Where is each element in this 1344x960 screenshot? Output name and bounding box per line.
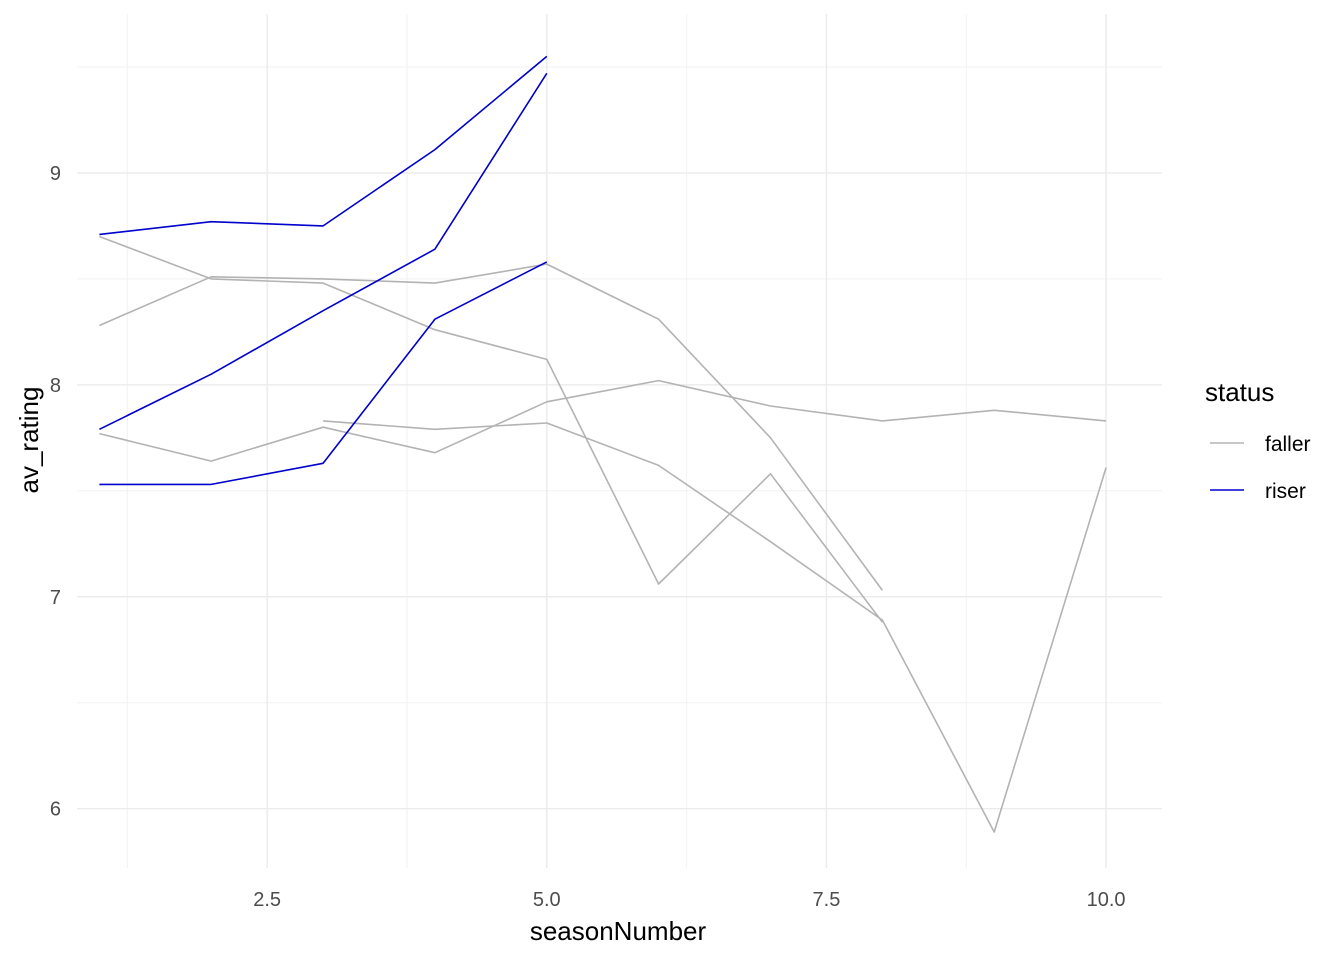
series-line-faller (99, 263, 884, 591)
legend-entries: faller riser (1210, 433, 1311, 503)
y-axis-title: av_rating (14, 387, 44, 494)
minor-gridlines (77, 14, 1162, 868)
y-tick-label: 8 (50, 375, 61, 397)
series-line-riser (99, 261, 548, 486)
x-axis-tick-labels: 2.5 5.0 7.5 10.0 (253, 889, 1125, 911)
major-gridlines (77, 14, 1162, 868)
legend: status faller riser (1205, 377, 1311, 503)
x-tick-label: 2.5 (253, 889, 281, 911)
x-tick-label: 7.5 (813, 889, 841, 911)
series-line-faller (99, 379, 1107, 462)
y-tick-label: 9 (50, 163, 61, 185)
x-tick-label: 5.0 (533, 889, 561, 911)
series-line-faller (323, 420, 1107, 833)
x-tick-label: 10.0 (1087, 889, 1126, 911)
y-axis-tick-labels: 6 7 8 9 (50, 163, 61, 821)
legend-label-faller: faller (1265, 433, 1311, 456)
series-line-faller (99, 235, 884, 623)
legend-title: status (1205, 377, 1274, 407)
series-lines (99, 55, 1107, 833)
series-line-riser (99, 55, 548, 236)
y-tick-label: 7 (50, 587, 61, 609)
x-axis-title: seasonNumber (530, 916, 707, 946)
y-tick-label: 6 (50, 799, 61, 821)
series-line-riser (99, 72, 548, 431)
legend-label-riser: riser (1265, 480, 1306, 503)
